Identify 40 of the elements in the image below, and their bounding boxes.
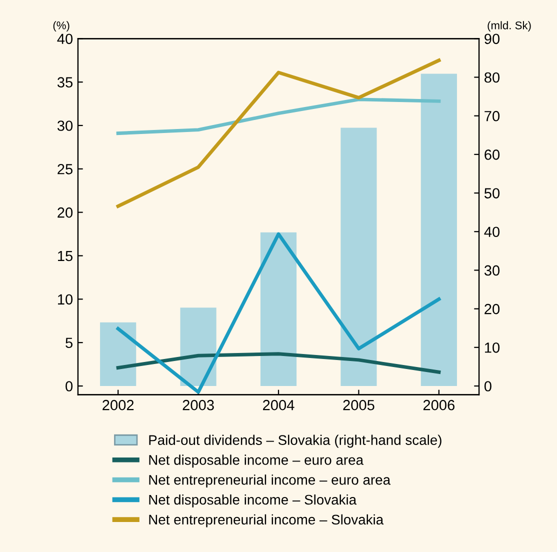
bar (420, 74, 457, 386)
x-tick-label: 2003 (182, 400, 214, 410)
y2-tick-label: 50 (484, 188, 500, 198)
x-tick-label: 2004 (263, 400, 294, 410)
y-tick-label: 25 (58, 164, 73, 174)
bar (340, 128, 377, 386)
legend-label: Net entrepreneurial income – euro area (149, 474, 391, 488)
y-tick-label: 40 (57, 34, 73, 44)
y-tick-label: 35 (57, 77, 73, 88)
y-axis-title: (%) (53, 21, 70, 32)
y2-tick-label: 0 (484, 381, 492, 392)
legend-label: Net disposable income – euro area (149, 454, 364, 468)
y-tick-label: 20 (58, 207, 73, 218)
x-tick-label: 2002 (102, 400, 134, 410)
legend-label: Net entrepreneurial income – Slovakia (149, 514, 384, 528)
y-tick-label: 30 (57, 120, 73, 131)
line-series (116, 352, 441, 374)
y-tick-label: 5 (66, 338, 73, 348)
line-series (116, 58, 441, 208)
legend-label: Paid-out dividends – Slovakia (right-hand scale) (149, 434, 442, 448)
y-tick-label: 0 (66, 381, 73, 392)
y2-tick-label: 40 (484, 226, 500, 238)
bar (180, 308, 216, 386)
y-tick-label: 15 (58, 250, 73, 262)
y2-tick-label: 90 (484, 34, 500, 44)
line-series (116, 232, 441, 394)
y2-tick-label: 80 (484, 72, 500, 83)
x-tick-label: 2006 (423, 400, 454, 410)
y2-tick-label: 30 (484, 265, 500, 276)
y2-tick-label: 10 (484, 342, 500, 353)
x-tick-label: 2005 (343, 400, 374, 410)
line-series (116, 98, 441, 136)
y2-axis-title: (mld. Sk) (488, 21, 531, 32)
y2-tick-label: 20 (484, 304, 500, 314)
y2-tick-label: 70 (484, 110, 500, 122)
legend-label: Net disposable income – Slovakia (149, 494, 357, 508)
bar (100, 322, 136, 386)
bar (260, 232, 297, 386)
y2-tick-label: 60 (484, 150, 500, 160)
y-tick-label: 10 (58, 294, 73, 305)
